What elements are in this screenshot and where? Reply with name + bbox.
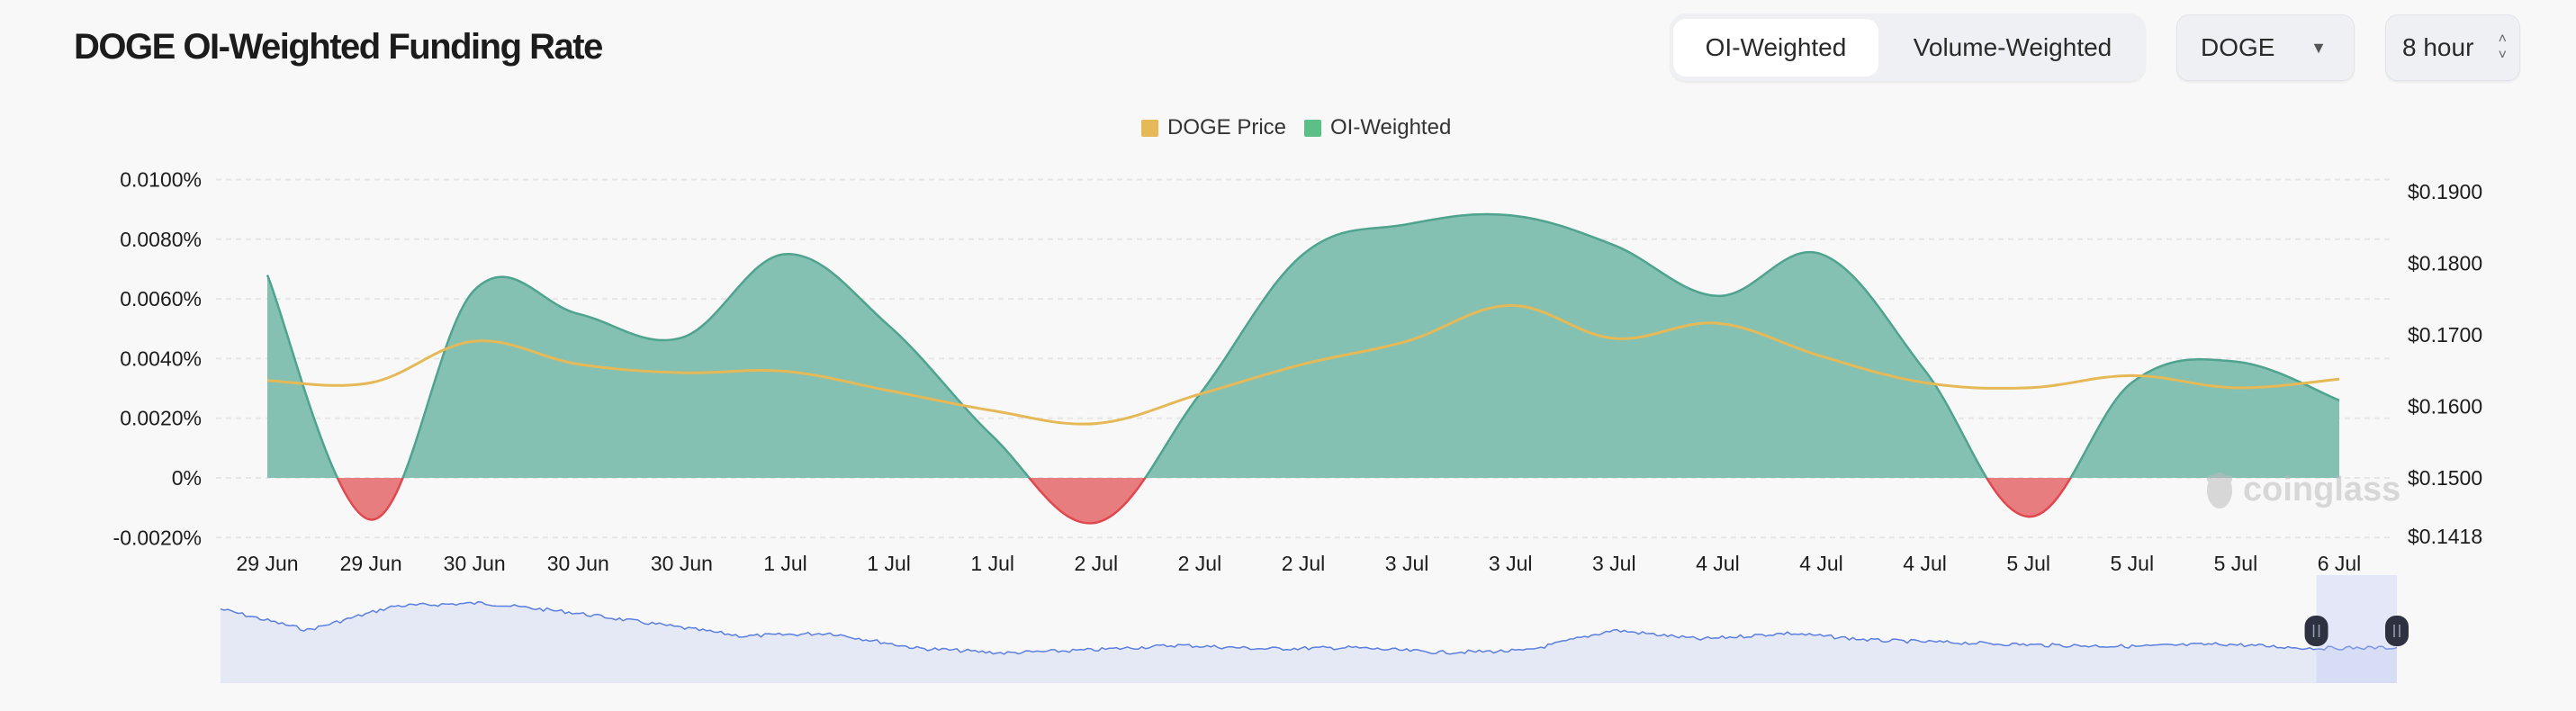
left-tick-label: 0.0080% bbox=[120, 228, 202, 251]
x-tick-label: 29 Jun bbox=[340, 552, 402, 575]
positive-line bbox=[266, 212, 2340, 478]
x-tick-label: 3 Jul bbox=[1489, 552, 1533, 575]
x-tick-label: 4 Jul bbox=[1696, 552, 1740, 575]
legend-swatch-oi bbox=[1304, 119, 1321, 137]
right-tick-label: $0.1600 bbox=[2408, 395, 2482, 418]
x-tick-label: 30 Jun bbox=[547, 552, 609, 575]
x-axis: 29 Jun 29 Jun 30 Jun 30 Jun 30 Jun 1 Jul 1 Jul… bbox=[236, 552, 2361, 575]
legend-label-price: DOGE Price bbox=[1167, 115, 1287, 140]
right-axis: $0.1900 $0.1800 $0.1700 $0.1600 $0.1500 $0.14… bbox=[2408, 180, 2482, 548]
interval-select[interactable]: 8 hour ˄ ˅ bbox=[2385, 14, 2520, 81]
x-tick-label: 1 Jul bbox=[867, 552, 911, 575]
tab-oi-weighted[interactable]: OI-Weighted bbox=[1673, 19, 1878, 76]
legend-swatch-price bbox=[1141, 119, 1158, 137]
x-tick-label: 3 Jul bbox=[1385, 552, 1429, 575]
x-tick-label: 4 Jul bbox=[1799, 552, 1843, 575]
coin-select-value: DOGE bbox=[2201, 33, 2275, 61]
navigator-selection[interactable] bbox=[2316, 575, 2397, 683]
x-tick-label: 5 Jul bbox=[2006, 552, 2050, 575]
left-tick-label: 0.0020% bbox=[120, 407, 202, 430]
right-tick-label: $0.1800 bbox=[2408, 252, 2482, 275]
legend-item-oi[interactable]: OI-Weighted bbox=[1304, 115, 1451, 140]
left-tick-label: -0.0020% bbox=[113, 526, 202, 549]
tab-volume-weighted[interactable]: Volume-Weighted bbox=[1913, 33, 2112, 61]
left-tick-label: 0% bbox=[172, 466, 202, 490]
x-tick-label: 2 Jul bbox=[1075, 552, 1119, 575]
x-tick-label: 4 Jul bbox=[1903, 552, 1947, 575]
oi-weighted-series bbox=[266, 212, 2340, 525]
coinglass-watermark: coinglass bbox=[2207, 471, 2400, 508]
navigator-handle-left[interactable] bbox=[2304, 616, 2328, 646]
page-title: DOGE OI-Weighted Funding Rate bbox=[74, 27, 603, 67]
watermark-text: coinglass bbox=[2243, 471, 2400, 508]
x-tick-label: 2 Jul bbox=[1282, 552, 1326, 575]
x-tick-label: 5 Jul bbox=[2214, 552, 2258, 575]
x-tick-label: 1 Jul bbox=[970, 552, 1014, 575]
up-down-chevron-icon: ˄ ˅ bbox=[2498, 32, 2507, 63]
right-tick-label: $0.1500 bbox=[2408, 466, 2482, 490]
x-tick-label: 30 Jun bbox=[444, 552, 506, 575]
navigator[interactable] bbox=[220, 575, 2409, 683]
x-tick-label: 3 Jul bbox=[1592, 552, 1636, 575]
navigator-handle-right[interactable] bbox=[2385, 616, 2409, 646]
legend-item-price[interactable]: DOGE Price bbox=[1141, 115, 1286, 140]
x-tick-label: 30 Jun bbox=[651, 552, 713, 575]
x-tick-label: 2 Jul bbox=[1178, 552, 1222, 575]
x-tick-label: 1 Jul bbox=[763, 552, 807, 575]
weighting-toggle: OI-Weighted Volume-Weighted bbox=[1670, 14, 2146, 81]
left-tick-label: 0.0040% bbox=[120, 346, 202, 370]
interval-select-value: 8 hour bbox=[2402, 33, 2474, 61]
x-tick-label: 29 Jun bbox=[236, 552, 298, 575]
left-tick-label: 0.0100% bbox=[120, 168, 202, 192]
caret-down-icon: ▼ bbox=[2310, 39, 2327, 57]
navigator-line bbox=[220, 600, 2398, 655]
price-line bbox=[266, 303, 2340, 426]
right-tick-label: $0.1700 bbox=[2408, 323, 2482, 346]
navigator-area bbox=[221, 601, 2397, 683]
left-tick-label: 0.0060% bbox=[120, 287, 202, 310]
coin-select[interactable]: DOGE ▼ bbox=[2176, 14, 2355, 81]
doge-price-series bbox=[266, 303, 2340, 426]
left-axis: 0.0100% 0.0080% 0.0060% 0.0040% 0.0020% 0% -0.… bbox=[113, 168, 202, 550]
x-tick-label: 5 Jul bbox=[2111, 552, 2155, 575]
legend-label-oi: OI-Weighted bbox=[1330, 115, 1452, 140]
right-tick-label: $0.1900 bbox=[2408, 180, 2482, 203]
right-tick-label: $0.1418 bbox=[2408, 525, 2482, 548]
positive-area bbox=[267, 213, 2339, 478]
x-tick-label: 6 Jul bbox=[2318, 552, 2362, 575]
